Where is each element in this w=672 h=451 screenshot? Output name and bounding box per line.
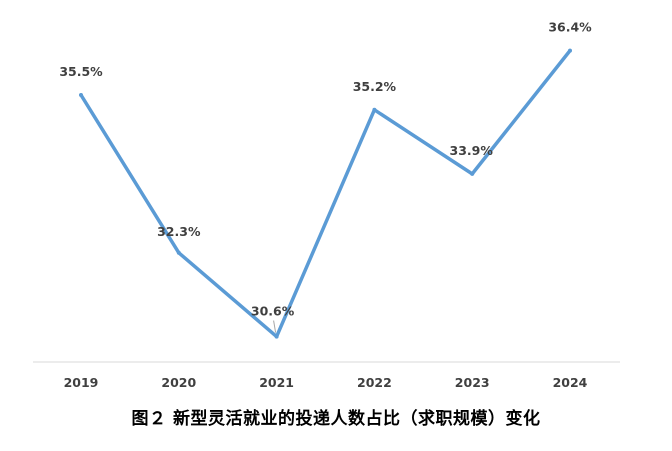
leader-line-2021	[273, 320, 277, 333]
x-tick-2023: 2023	[455, 375, 490, 390]
line-chart: 35.5%32.3%30.6%35.2%33.9%36.4% 2019 2020 2…	[33, 20, 620, 390]
series-line	[79, 48, 572, 339]
data-label-2024: 36.4%	[548, 20, 592, 35]
data-label-2019: 35.5%	[59, 64, 103, 79]
x-tick-2024: 2024	[553, 375, 588, 390]
figure-caption: 图２ 新型灵活就业的投递人数占比（求职规模）变化	[131, 409, 541, 429]
x-tick-2021: 2021	[259, 375, 294, 390]
data-point-2024	[568, 48, 572, 53]
data-labels: 35.5% 32.3% 30.6% 35.2% 33.9% 36.4%	[59, 20, 592, 319]
data-point-2019	[79, 93, 83, 97]
data-label-2020: 32.3%	[157, 224, 201, 239]
data-label-2021: 30.6%	[251, 304, 295, 319]
x-tick-2019: 2019	[64, 375, 99, 390]
data-point-2020	[176, 250, 181, 255]
x-tick-labels: 2019 2020 2021 2022 2023 2024	[64, 375, 588, 390]
data-point-2021	[274, 334, 279, 339]
data-points	[79, 48, 572, 339]
data-label-2022: 35.2%	[353, 79, 397, 94]
data-point-2022	[372, 107, 377, 112]
x-tick-2022: 2022	[357, 375, 392, 390]
data-point-2023	[470, 171, 475, 176]
x-tick-2020: 2020	[161, 375, 196, 390]
data-label-2023: 33.9%	[450, 143, 494, 158]
